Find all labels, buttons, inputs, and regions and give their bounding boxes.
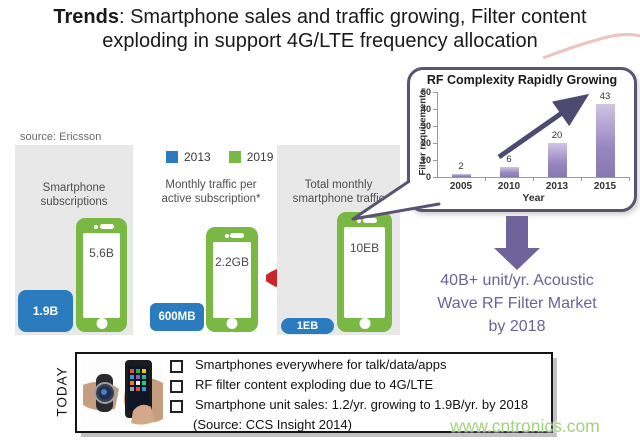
title-line-2: exploding in support 4G/LTE frequency al…	[102, 30, 538, 52]
chart-growth-arrow	[497, 93, 590, 160]
bullet-row: Smartphones everywhere for talk/data/app…	[170, 357, 545, 377]
blab: 20	[551, 130, 563, 141]
clab: 2015	[593, 181, 617, 192]
ytick: 50	[420, 87, 431, 97]
green-phone-traffic-per-sub: 2.2GB	[206, 227, 258, 332]
tickm	[433, 160, 437, 161]
purple-down-arrow	[494, 216, 540, 270]
phone-camera-dot	[94, 225, 99, 229]
today-bullet-list: Smartphones everywhere for talk/data/app…	[170, 357, 545, 435]
green-phone-subscriptions: 5.6B	[76, 218, 127, 332]
phone-home-button	[226, 318, 238, 329]
watermark: www.cntronics.com	[450, 416, 600, 436]
xtickm	[485, 178, 486, 181]
phone-screen: 10EB	[344, 227, 385, 318]
checkbox-icon	[170, 380, 183, 393]
page-title: Trends: Smartphone sales and traffic gro…	[0, 5, 640, 53]
blab: 2	[458, 160, 464, 172]
tickm	[433, 177, 437, 178]
value-2013-traffic-per-sub: 600MB	[150, 303, 204, 331]
phone-speaker-bar	[362, 218, 377, 223]
xtickm	[533, 178, 534, 181]
xtickm	[629, 178, 630, 181]
filter-market-callout: 40B+ unit/yr. Acoustic Wave RF Filter Ma…	[437, 272, 597, 335]
ytick: 20	[420, 138, 431, 148]
value-2019-subscriptions: 5.6B	[89, 245, 114, 260]
legend-item-2019: 2019	[228, 150, 274, 164]
ytick: 30	[420, 121, 431, 131]
value-2019-total-traffic: 10EB	[349, 240, 380, 255]
bar	[547, 143, 567, 177]
ytick: 10	[420, 155, 431, 165]
chart-x-axis-line	[437, 177, 630, 178]
legend-swatch-2019	[228, 151, 241, 163]
tickm	[433, 143, 437, 144]
blab: 43	[599, 90, 611, 102]
tickm	[433, 92, 437, 93]
value-2013-total-traffic: 1EB	[281, 318, 334, 334]
panel-heading-traffic-per-sub: Monthly traffic per active subscription*	[161, 179, 261, 205]
tickm	[433, 126, 437, 127]
bullet-text: Smartphones everywhere for talk/data/app…	[195, 357, 447, 372]
checkbox-icon	[170, 360, 183, 373]
title-line-1: Trends: Smartphone sales and traffic gro…	[0, 5, 640, 29]
panel-heading-total-traffic: Total monthly smartphone traffic	[292, 179, 385, 205]
panel-heading-subscriptions: Smartphone subscriptions	[40, 182, 108, 208]
chart-title: RF Complexity Rapidly Growing	[426, 73, 618, 87]
blab: 6	[506, 153, 512, 165]
source-label: source: Ericsson	[20, 131, 102, 143]
chart-x-axis-label: Year	[522, 192, 545, 204]
legend-swatch-2013	[166, 151, 178, 163]
value-2013-subscriptions: 1.9B	[18, 290, 73, 332]
callout-tail-pointer	[351, 180, 441, 221]
title-emphasis: Trends	[53, 6, 119, 28]
value-2019-traffic-per-sub: 2.2GB	[214, 254, 250, 269]
phone-speaker-bar	[99, 224, 114, 229]
phone-camera-dot	[224, 234, 229, 238]
bullet-text: RF filter content exploding due to 4G/LT…	[195, 377, 434, 392]
phone-home-button	[96, 318, 107, 329]
bullet-row: RF filter content exploding due to 4G/LT…	[170, 377, 545, 397]
phone-camera-dot	[356, 219, 361, 223]
bullet-source-note: (Source: CCS Insight 2014)	[193, 417, 352, 432]
green-phone-total-traffic: 10EB	[337, 212, 392, 332]
bullet-text: Smartphone unit sales: 1.2/yr. growing t…	[195, 397, 529, 412]
xtickm	[581, 178, 582, 181]
legend-item-2013: 2013	[166, 150, 211, 164]
bar	[451, 173, 471, 177]
phone-home-button	[359, 318, 370, 329]
bullet-row: Smartphone unit sales: 1.2/yr. growing t…	[170, 397, 545, 417]
rf-complexity-chart: RF Complexity Rapidly Growing Filter req…	[407, 67, 637, 212]
phone-screen: 2.2GB	[213, 242, 251, 318]
ytick: 40	[420, 104, 431, 114]
bar	[595, 103, 615, 177]
chart-y-axis-line	[437, 92, 438, 178]
phone-speaker-bar	[230, 233, 245, 238]
checkbox-icon	[170, 400, 183, 413]
tickm	[433, 109, 437, 110]
today-label: TODAY	[54, 366, 70, 417]
clab: 2010	[497, 181, 521, 192]
ytick: 0	[425, 172, 431, 182]
legend-label-2013: 2013	[184, 150, 211, 164]
red-swoosh-decoration	[542, 33, 640, 60]
phone-screen: 5.6B	[83, 233, 120, 318]
legend: 2013 2019	[166, 150, 273, 164]
title-rest: : Smartphone sales and traffic growing, …	[118, 6, 587, 28]
legend-label-2019: 2019	[246, 150, 274, 164]
bar	[499, 166, 519, 177]
clab: 2005	[449, 181, 473, 192]
smartphone-smartwatch-photo	[83, 355, 163, 429]
clab: 2013	[545, 181, 569, 192]
